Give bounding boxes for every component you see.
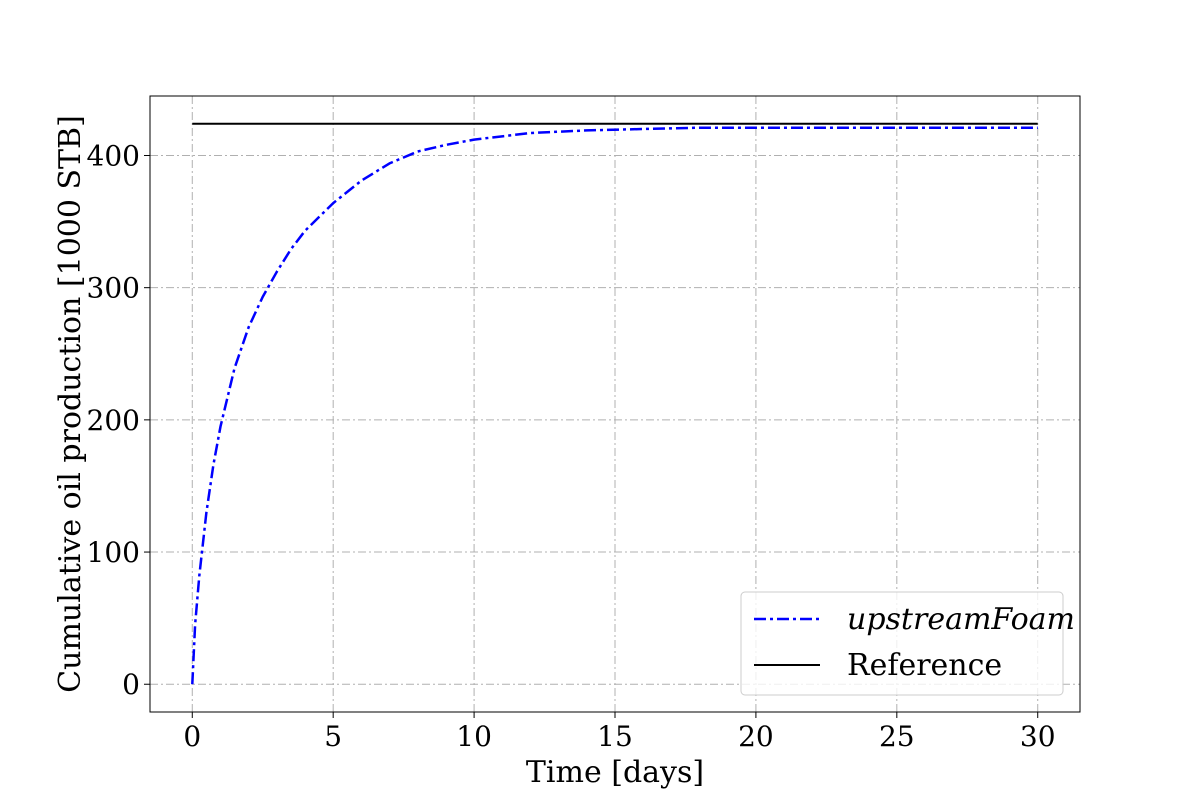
y-tick-label: 400: [87, 139, 140, 172]
x-tick-label: 25: [879, 720, 915, 753]
y-tick-label: 0: [122, 668, 140, 701]
x-axis-label: Time [days]: [526, 755, 704, 790]
y-axis-label: Cumulative oil production [1000 STB]: [53, 115, 88, 693]
x-tick-label: 0: [183, 720, 201, 753]
x-tick-label: 30: [1020, 720, 1056, 753]
legend-box: [740, 591, 1064, 696]
tick-marks: [144, 154, 1039, 718]
y-tick-label: 100: [87, 536, 140, 569]
series-line-upstreamfoam: [191, 126, 1038, 685]
grid-lines: [150, 96, 1080, 712]
y-tick-label: 200: [87, 404, 140, 437]
x-tick-label: 10: [456, 720, 492, 753]
x-tick-label: 5: [324, 720, 342, 753]
legend: upstreamFoam Reference: [740, 591, 1075, 696]
legend-label-reference: Reference: [847, 648, 1002, 683]
x-tick-label: 15: [597, 720, 633, 753]
series-layer: [191, 122, 1038, 685]
y-tick-label: 300: [87, 272, 140, 305]
x-tick-label: 20: [738, 720, 774, 753]
legend-label-upstreamfoam: upstreamFoam: [847, 602, 1075, 637]
